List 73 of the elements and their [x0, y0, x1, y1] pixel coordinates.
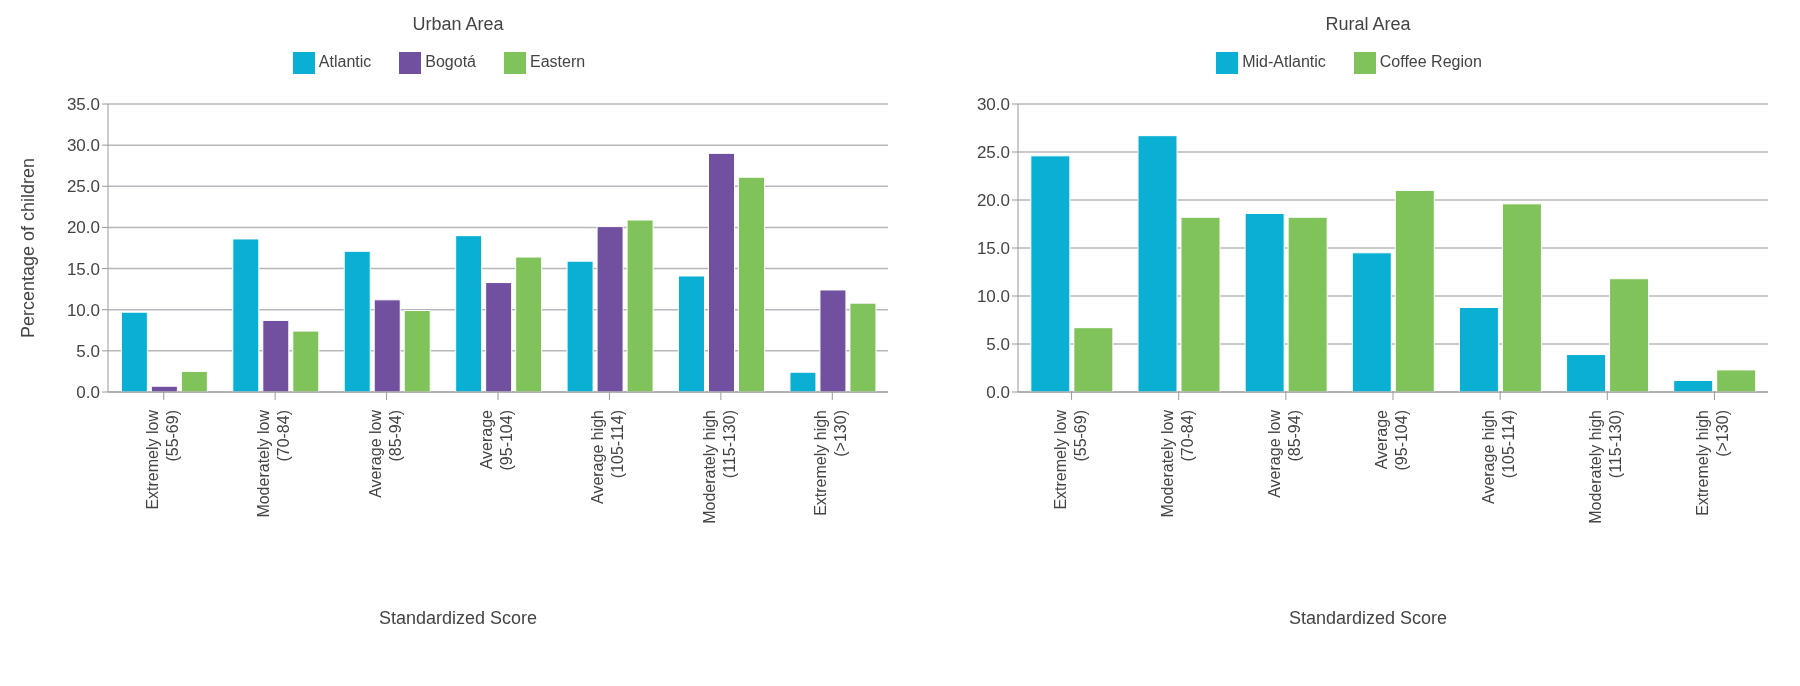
legend-label: Coffee Region [1379, 53, 1482, 71]
y-tick-label: 25.0 [976, 143, 1010, 163]
bar [1287, 216, 1328, 392]
bar [819, 289, 847, 392]
bar [1030, 155, 1071, 392]
y-tick-label: 0.0 [76, 383, 100, 403]
y-tick-label: 5.0 [76, 341, 100, 361]
legend-label: Atlantic [318, 53, 372, 71]
chart-title: Urban Area [411, 13, 505, 36]
y-tick-label: 5.0 [986, 335, 1010, 355]
bar [849, 302, 877, 392]
x-axis-title: Standardized Score [377, 608, 539, 629]
y-tick-label: 10.0 [976, 287, 1010, 307]
x-tick-label: Extremely high (>130) [1694, 410, 1732, 516]
chart-title: Rural Area [1324, 13, 1412, 36]
bar [1673, 379, 1714, 392]
bar [262, 319, 290, 392]
y-tick-label: 15.0 [976, 239, 1010, 259]
legend-label: Mid-Atlantic [1242, 53, 1326, 71]
x-axis-title: Standardized Score [1287, 608, 1449, 629]
x-tick-label: Moderately low (70-84) [1158, 409, 1196, 518]
x-tick-label: Extremely high (>130) [812, 410, 850, 516]
bar [1137, 135, 1178, 392]
x-tick-label: Average high (105-114) [1480, 410, 1518, 504]
y-tick-label: 30.0 [976, 95, 1010, 115]
x-tick-label: Moderately high (115-130) [1587, 410, 1625, 524]
x-tick-label: Average low (85-94) [1265, 409, 1303, 498]
bar [292, 330, 320, 392]
bar [1351, 252, 1392, 392]
x-tick-label: Average (95-104) [478, 409, 515, 471]
bar [232, 238, 260, 392]
y-axis-title: Percentage of children [18, 157, 39, 339]
bar [1244, 212, 1285, 392]
bar [1458, 307, 1499, 392]
x-tick-label: Moderately high (115-130) [700, 410, 738, 524]
bar [678, 275, 706, 392]
bar [738, 176, 766, 392]
bar [596, 226, 624, 392]
bar [485, 282, 513, 392]
bar [789, 371, 817, 392]
x-tick-label: Average low (85-94) [366, 409, 404, 498]
y-tick-label: 15.0 [66, 259, 100, 279]
bar [180, 370, 208, 392]
x-tick-label: Average high (105-114) [589, 410, 627, 504]
bar [1716, 369, 1757, 392]
bar [373, 299, 401, 392]
bar [626, 219, 654, 392]
bar [1073, 327, 1114, 392]
bar [455, 235, 483, 392]
bar [1394, 189, 1435, 392]
bar [343, 250, 371, 392]
x-tick-label: Extremely low (55-69) [143, 409, 181, 510]
x-tick-label: Average (95-104) [1373, 409, 1410, 471]
bar [1566, 354, 1607, 392]
y-tick-label: 30.0 [66, 136, 100, 156]
bar [708, 152, 736, 392]
x-tick-label: Extremely low (55-69) [1051, 409, 1089, 510]
y-tick-label: 0.0 [986, 383, 1010, 403]
bar [515, 256, 543, 392]
y-tick-label: 35.0 [66, 95, 100, 115]
y-tick-label: 20.0 [976, 191, 1010, 211]
bar [566, 260, 594, 392]
bar [120, 311, 148, 392]
y-tick-label: 25.0 [66, 177, 100, 197]
legend-label: Bogotá [425, 53, 477, 71]
y-tick-label: 20.0 [66, 218, 100, 238]
bar [403, 310, 431, 392]
bar [1180, 216, 1221, 392]
legend-label: Eastern [530, 53, 586, 71]
bar [1501, 203, 1542, 392]
y-tick-label: 10.0 [66, 300, 100, 320]
bar [1609, 278, 1650, 392]
x-tick-label: Moderately low (70-84) [255, 409, 293, 518]
